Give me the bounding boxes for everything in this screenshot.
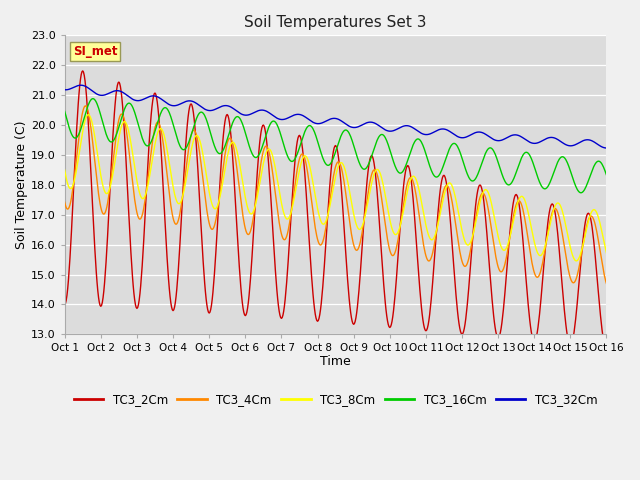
Legend: TC3_2Cm, TC3_4Cm, TC3_8Cm, TC3_16Cm, TC3_32Cm: TC3_2Cm, TC3_4Cm, TC3_8Cm, TC3_16Cm, TC3… bbox=[69, 388, 602, 410]
X-axis label: Time: Time bbox=[320, 355, 351, 368]
Title: Soil Temperatures Set 3: Soil Temperatures Set 3 bbox=[244, 15, 427, 30]
Text: SI_met: SI_met bbox=[73, 45, 117, 58]
Y-axis label: Soil Temperature (C): Soil Temperature (C) bbox=[15, 120, 28, 249]
